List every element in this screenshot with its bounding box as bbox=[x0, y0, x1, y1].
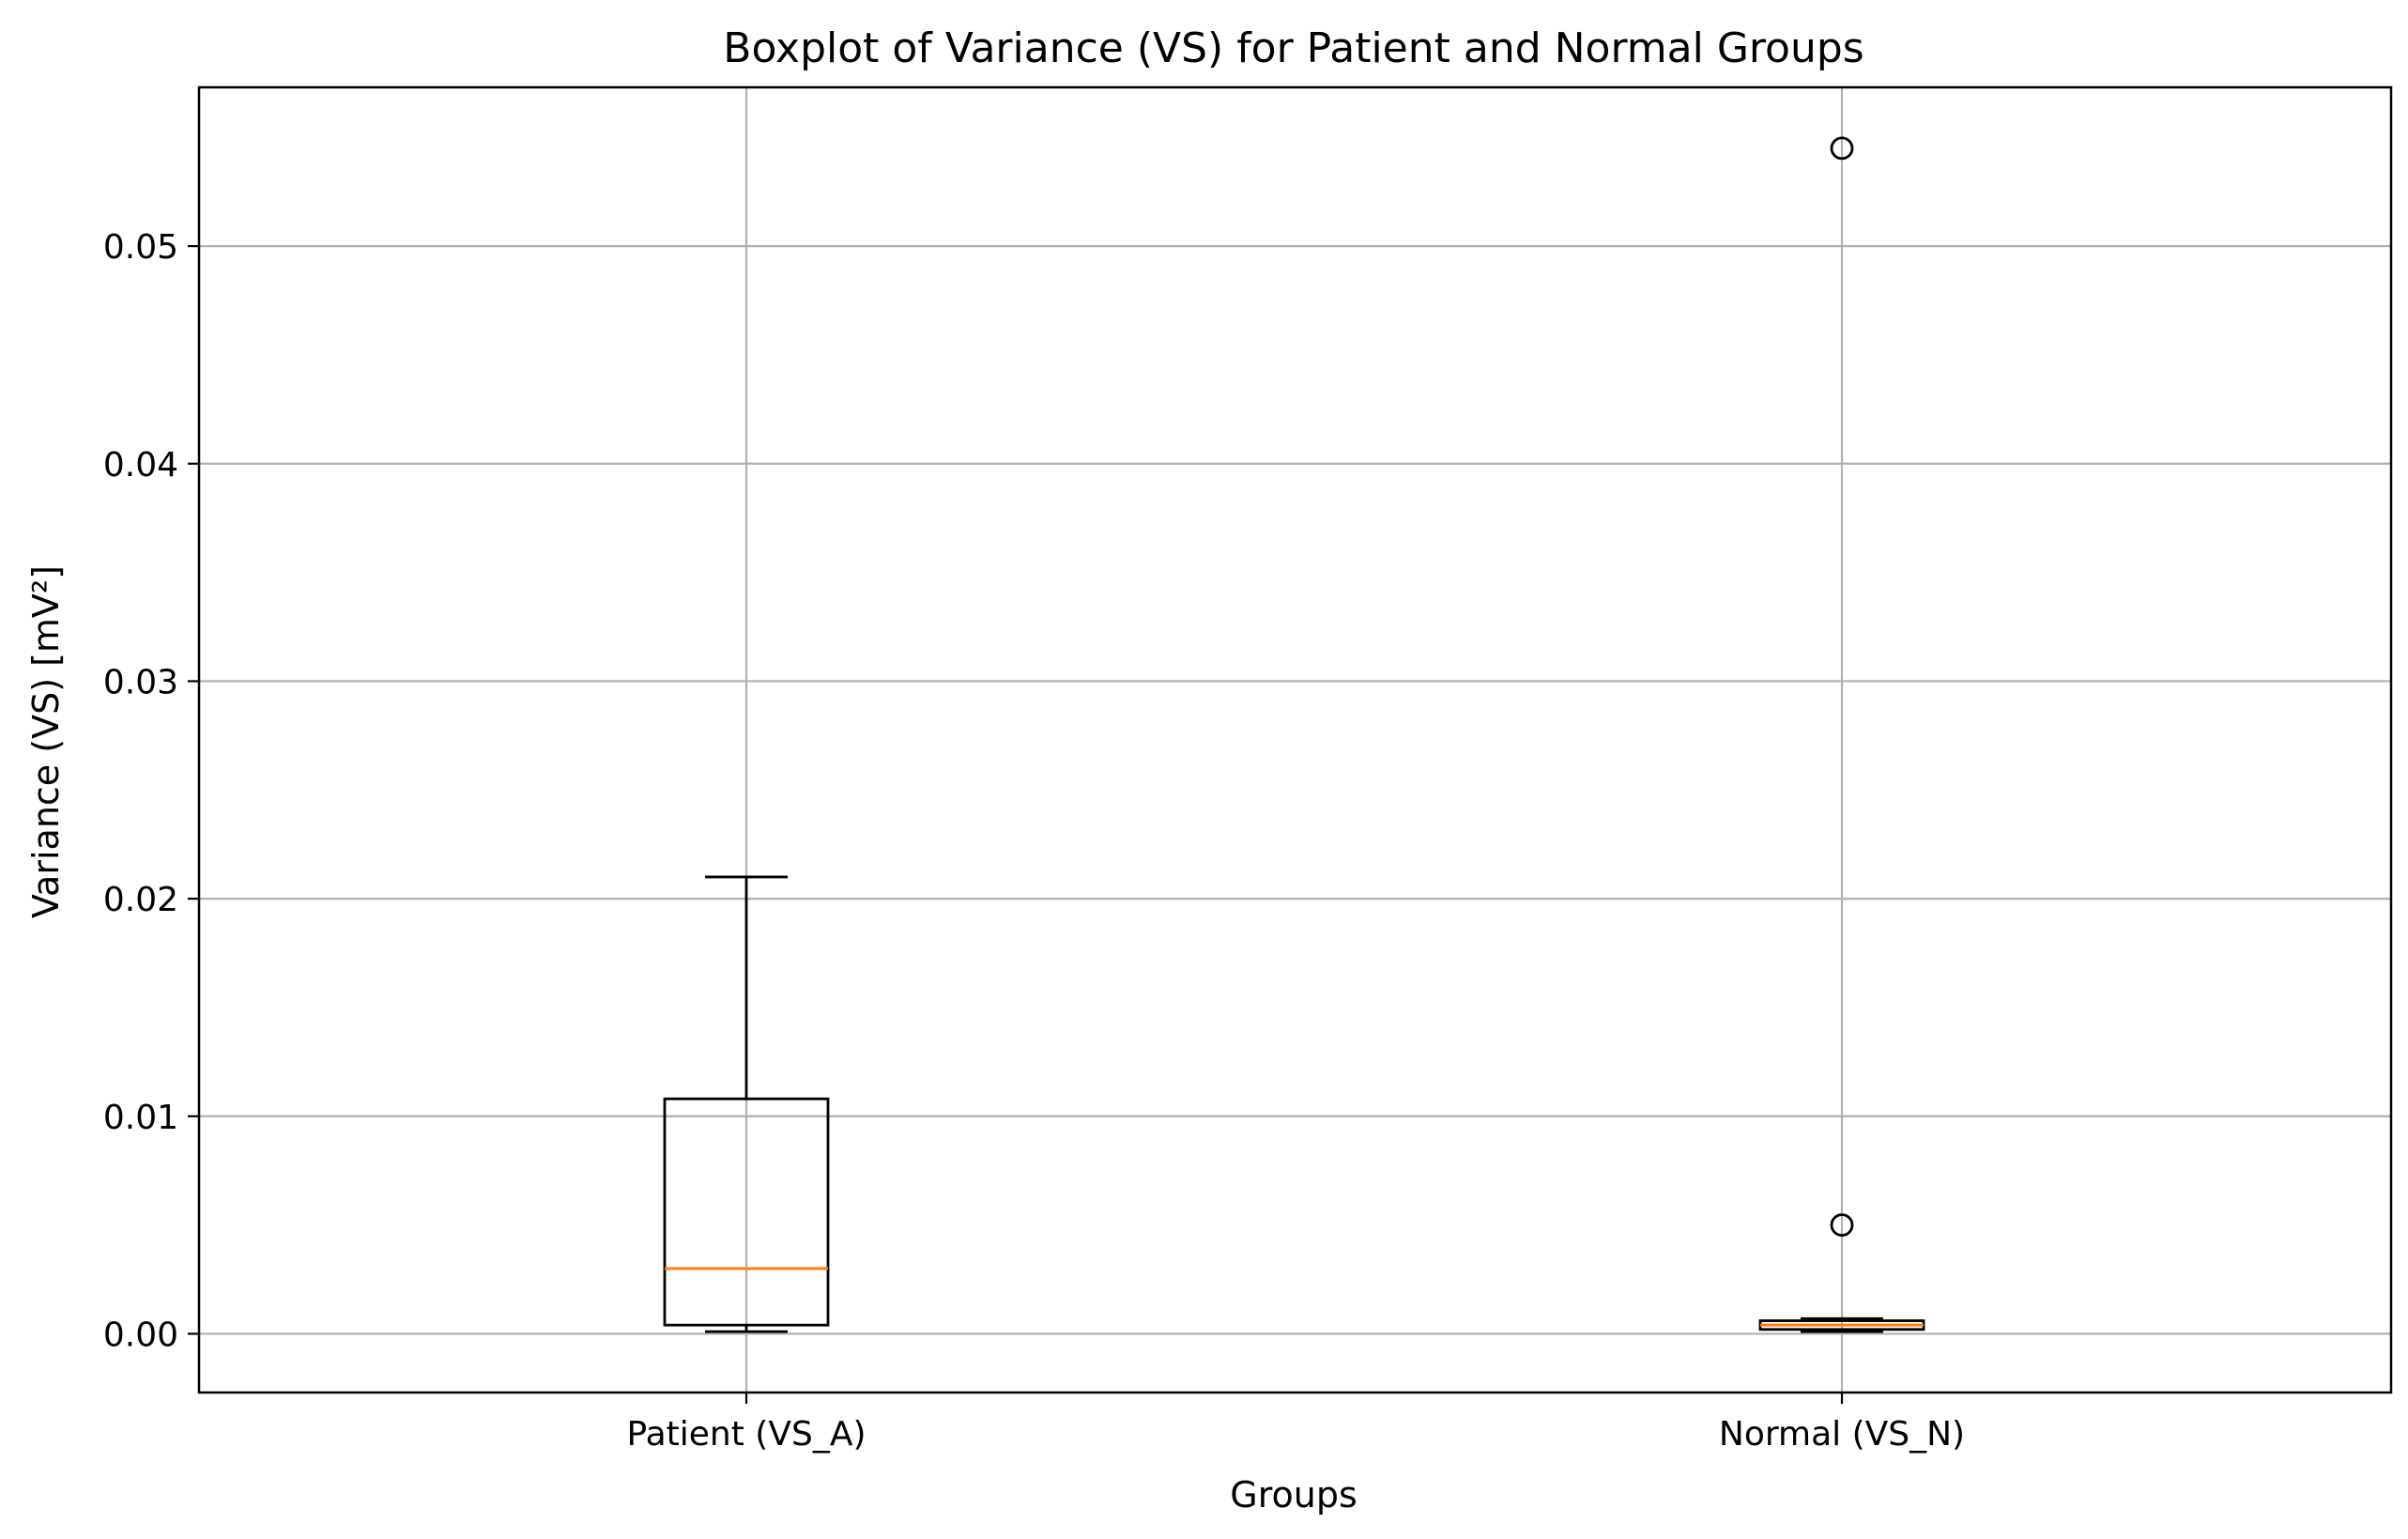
box-group bbox=[1758, 136, 1925, 1333]
y-tick-label: 0.04 bbox=[103, 446, 178, 485]
x-axis-label: Groups bbox=[1230, 1474, 1357, 1516]
y-tick-label: 0.05 bbox=[103, 228, 178, 267]
axis-ticks: 0.00 0.01 0.02 0.03 0.04 0.05 Patient (VS_A) No… bbox=[103, 228, 1965, 1454]
y-tick-label: 0.02 bbox=[103, 881, 178, 919]
y-tick-label: 0.03 bbox=[103, 663, 178, 701]
x-tick-label: Patient (VS_A) bbox=[627, 1415, 867, 1454]
iqr-box bbox=[663, 1097, 830, 1327]
outlier-point bbox=[1830, 136, 1854, 161]
y-axis-label: Variance (VS) [mV²] bbox=[25, 565, 67, 918]
box-group bbox=[663, 875, 830, 1333]
x-tick-label: Normal (VS_N) bbox=[1719, 1415, 1965, 1454]
plot-frame bbox=[197, 85, 2393, 1394]
chart-title: Boxplot of Variance (VS) for Patient and… bbox=[723, 24, 1864, 72]
boxes bbox=[663, 136, 1925, 1333]
y-tick-label: 0.01 bbox=[103, 1099, 178, 1137]
y-tick-label: 0.00 bbox=[103, 1316, 178, 1354]
outlier-point bbox=[1830, 1213, 1854, 1238]
grid-lines bbox=[199, 87, 2391, 1393]
